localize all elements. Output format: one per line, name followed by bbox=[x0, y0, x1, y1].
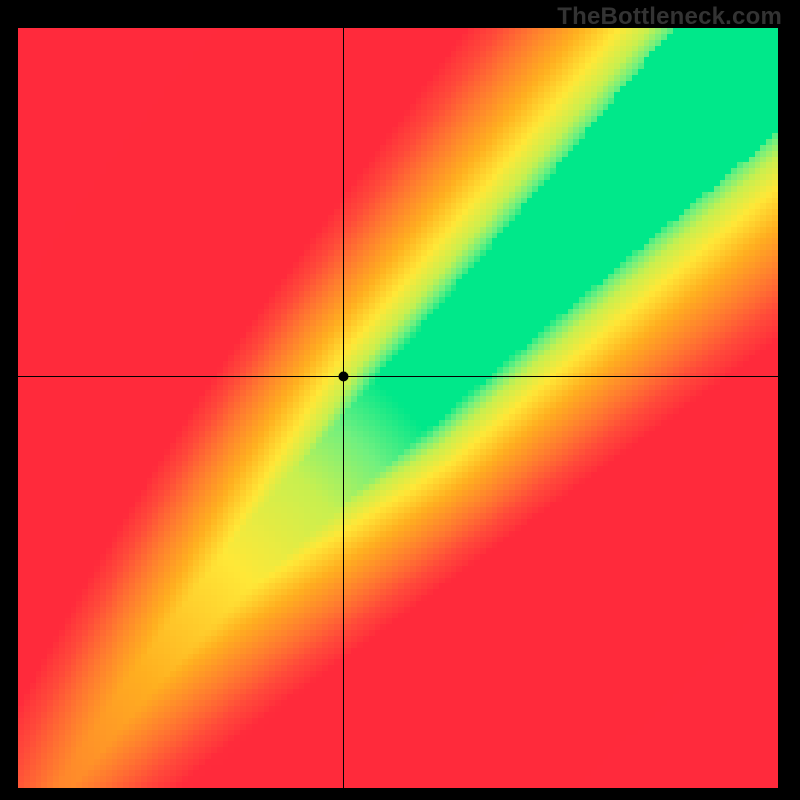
chart-container: TheBottleneck.com bbox=[0, 0, 800, 800]
watermark-text: TheBottleneck.com bbox=[557, 3, 782, 31]
overlay-canvas bbox=[18, 28, 778, 788]
